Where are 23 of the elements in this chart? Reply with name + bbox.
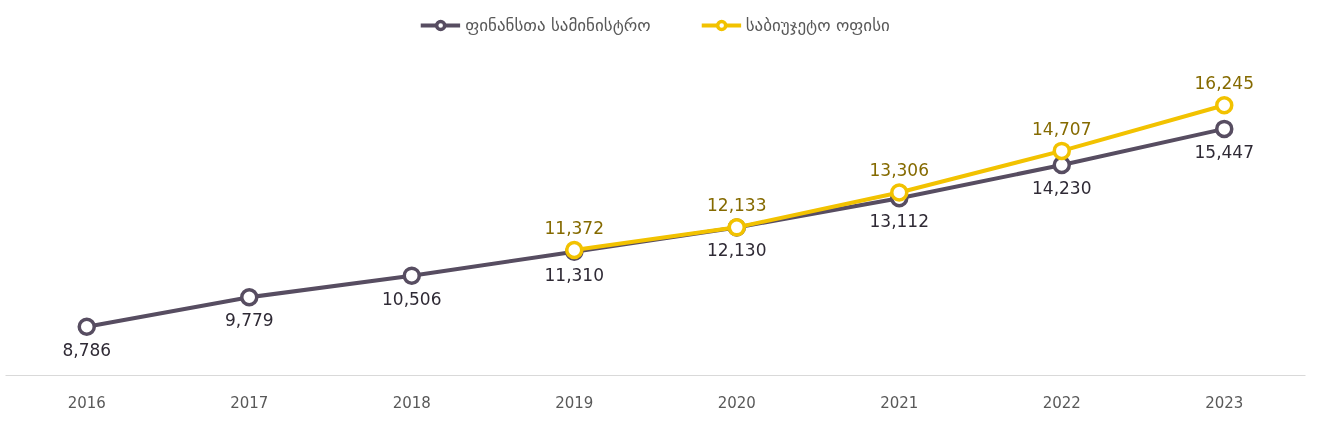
data-label: 8,786 xyxy=(62,339,112,360)
data-label: 14,230 xyxy=(1032,178,1092,199)
x-tick-label: 2021 xyxy=(880,393,919,412)
x-tick-label: 2016 xyxy=(67,393,106,412)
data-label: 9,779 xyxy=(224,310,274,331)
data-label: 14,707 xyxy=(1032,118,1092,139)
x-tick-label: 2022 xyxy=(1042,393,1081,412)
x-tick-label: 2020 xyxy=(717,393,756,412)
x-tick-label: 2017 xyxy=(230,393,269,412)
data-label: 16,245 xyxy=(1194,73,1254,94)
data-label: 11,372 xyxy=(544,217,604,238)
data-label: 13,306 xyxy=(869,160,929,181)
data-label: 10,506 xyxy=(382,288,442,309)
data-label: 12,130 xyxy=(707,240,767,261)
legend-label: საბიუჯეტო ოფისი xyxy=(745,15,890,35)
x-tick-label: 2018 xyxy=(392,393,431,412)
data-label: 11,310 xyxy=(544,264,604,285)
data-label: 12,133 xyxy=(707,195,767,216)
x-tick-label: 2019 xyxy=(555,393,594,412)
legend-label: ფინანსთა სამინისტრო xyxy=(465,15,651,35)
x-tick-label: 2023 xyxy=(1205,393,1244,412)
data-label: 13,112 xyxy=(869,211,929,232)
data-label: 15,447 xyxy=(1194,141,1254,162)
